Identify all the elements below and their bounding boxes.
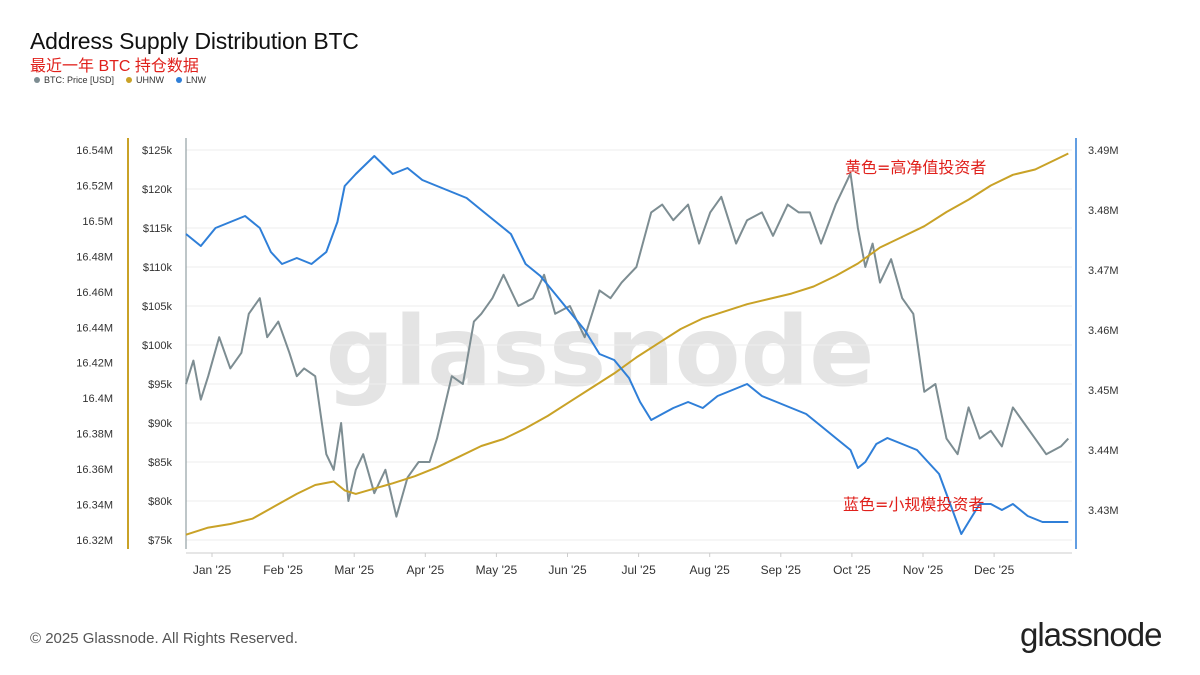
uhnw-tick-label: 16.44M xyxy=(76,322,113,334)
lnw-tick-label: 3.45M xyxy=(1088,385,1119,397)
uhnw-tick-label: 16.46M xyxy=(76,287,113,299)
price-tick-label: $100k xyxy=(142,340,172,352)
legend-label-uhnw: UHNW xyxy=(136,75,165,85)
price-tick-label: $105k xyxy=(142,301,172,313)
uhnw-tick-label: 16.34M xyxy=(76,500,113,512)
lnw-tick-label: 3.48M xyxy=(1088,205,1119,217)
series-line-lnw xyxy=(185,155,1069,535)
x-tick-label: Aug '25 xyxy=(690,563,731,577)
x-tick-label: May '25 xyxy=(476,563,518,577)
legend-dot-icon xyxy=(176,77,183,83)
price-tick-label: $80k xyxy=(148,496,172,508)
uhnw-tick-label: 16.5M xyxy=(82,216,113,228)
x-tick-label: Sep '25 xyxy=(761,563,802,577)
series-line-uhnw xyxy=(185,152,1069,536)
uhnw-tick-label: 16.38M xyxy=(76,429,113,441)
uhnw-tick-label: 16.32M xyxy=(76,535,113,547)
gridlines xyxy=(186,149,1072,541)
x-tick-label: Oct '25 xyxy=(833,563,871,577)
uhnw-tick-label: 16.36M xyxy=(76,464,113,476)
chart-title: Address Supply Distribution BTC xyxy=(30,28,359,54)
uhnw-tick-label: 16.54M xyxy=(76,145,113,157)
price-tick-label: $75k xyxy=(148,535,172,547)
price-tick-label: $95k xyxy=(148,379,172,391)
uhnw-tick-label: 16.4M xyxy=(82,393,113,405)
legend-item-lnw[interactable]: LNW xyxy=(176,75,206,85)
series-layer xyxy=(185,152,1070,536)
lnw-tick-label: 3.49M xyxy=(1088,145,1119,157)
price-tick-label: $120k xyxy=(142,184,172,196)
legend-item-uhnw[interactable]: UHNW xyxy=(126,75,164,85)
x-tick-label: Mar '25 xyxy=(334,563,374,577)
uhnw-tick-label: 16.48M xyxy=(76,251,113,263)
uhnw-tick-label: 16.52M xyxy=(76,180,113,192)
copyright-footer: © 2025 Glassnode. All Rights Reserved. xyxy=(30,630,298,647)
lnw-tick-label: 3.44M xyxy=(1088,445,1119,457)
price-axis-ticks: $75k $80k $85k $90k $95k $100k $105k $110k $115k… xyxy=(142,145,172,547)
price-tick-label: $85k xyxy=(148,457,172,469)
legend-dot-icon xyxy=(34,77,40,83)
x-tick-label: Nov '25 xyxy=(903,563,944,577)
price-tick-label: $110k xyxy=(143,262,173,274)
x-tick-label: Jun '25 xyxy=(548,563,587,577)
x-axis-ticks: Jan '25 Feb '25 Mar '25 Apr '25 May '25 Jun '… xyxy=(193,553,1015,577)
annotation-uhnw: 黄色=高净值投资者 xyxy=(845,158,986,177)
x-tick-label: Jan '25 xyxy=(193,563,232,577)
price-tick-label: $115k xyxy=(143,223,173,235)
glassnode-logo: glassnode xyxy=(1020,616,1162,653)
annotation-lnw: 蓝色=小规模投资者 xyxy=(843,495,984,514)
legend-label-lnw: LNW xyxy=(186,75,207,85)
lnw-tick-label: 3.43M xyxy=(1088,505,1119,517)
watermark-text: glassnode xyxy=(326,296,875,408)
x-tick-label: Feb '25 xyxy=(263,563,303,577)
price-tick-label: $90k xyxy=(148,418,172,430)
series-line-btc-price-usd xyxy=(185,172,1070,518)
legend-dot-icon xyxy=(126,77,133,83)
x-tick-label: Dec '25 xyxy=(974,563,1015,577)
lnw-axis-ticks: 3.43M 3.44M 3.45M 3.46M 3.47M 3.48M 3.49M xyxy=(1088,145,1119,517)
lnw-tick-label: 3.47M xyxy=(1088,265,1119,277)
price-tick-label: $125k xyxy=(142,145,172,157)
uhnw-axis-ticks: 16.32M 16.34M 16.36M 16.38M 16.4M 16.42M 16.44… xyxy=(76,145,113,547)
uhnw-tick-label: 16.42M xyxy=(76,358,113,370)
x-tick-label: Jul '25 xyxy=(621,563,656,577)
chart-subtitle: 最近一年 BTC 持仓数据 xyxy=(30,58,199,75)
legend-label-price: BTC: Price [USD] xyxy=(44,75,115,85)
x-tick-label: Apr '25 xyxy=(406,563,444,577)
legend: BTC: Price [USD] UHNW LNW xyxy=(34,75,206,85)
legend-item-price[interactable]: BTC: Price [USD] xyxy=(34,75,114,85)
axis-lines xyxy=(127,138,1077,554)
lnw-tick-label: 3.46M xyxy=(1088,325,1119,337)
